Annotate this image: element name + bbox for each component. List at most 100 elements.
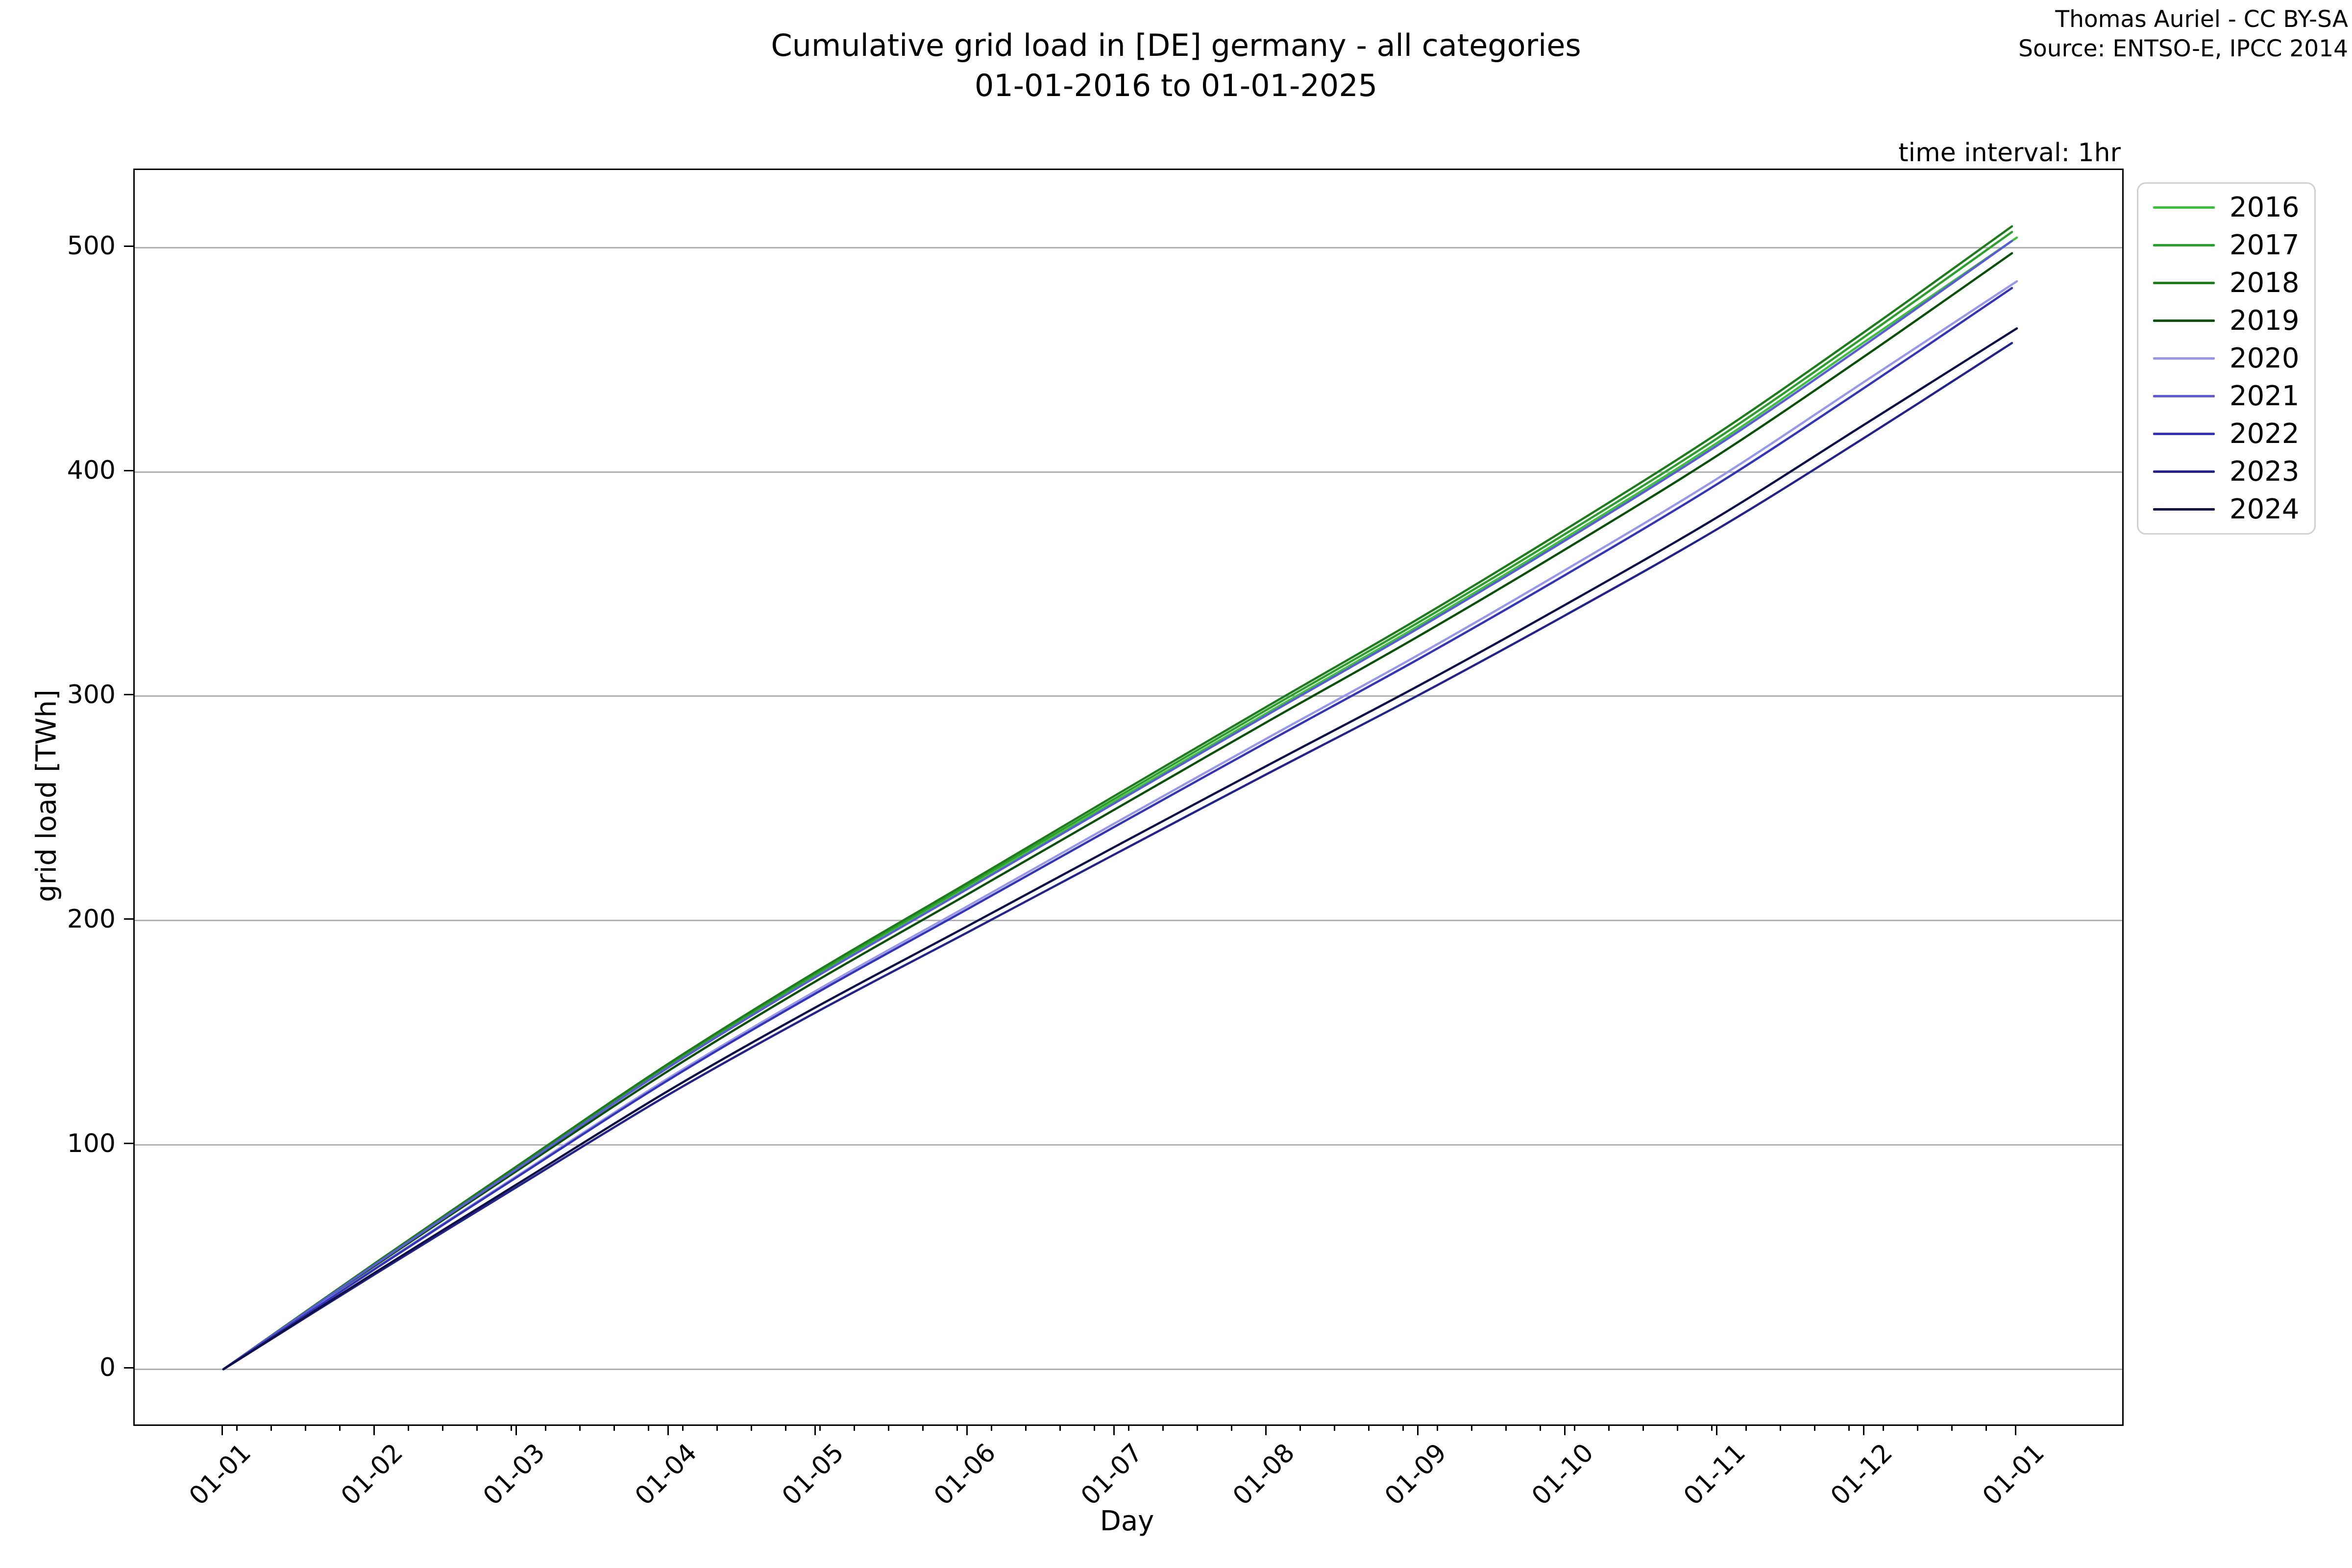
legend-row: 2023 (2153, 453, 2300, 490)
x-tick-minor (1127, 1424, 1129, 1431)
x-tick-label: 01-06 (928, 1438, 1002, 1511)
x-tick-minor (784, 1424, 786, 1431)
legend-row: 2018 (2153, 264, 2300, 302)
x-tick-minor (1368, 1424, 1370, 1431)
x-tick-minor (1539, 1424, 1541, 1431)
x-tick-major (966, 1424, 968, 1435)
legend-row: 2024 (2153, 490, 2300, 528)
x-tick-label: 01-01 (1977, 1438, 2051, 1511)
attribution-source: Source: ENTSO-E, IPCC 2014 (2018, 35, 2348, 62)
series-line-2023 (222, 342, 2013, 1371)
x-tick-minor (1025, 1424, 1027, 1431)
x-tick-minor (1196, 1424, 1198, 1431)
legend-row: 2022 (2153, 415, 2300, 453)
x-tick-minor (1882, 1424, 1884, 1431)
legend-row: 2017 (2153, 226, 2300, 264)
x-tick-minor (1162, 1424, 1164, 1431)
legend-label-2021: 2021 (2230, 380, 2300, 412)
legend-label-2016: 2016 (2230, 191, 2300, 223)
x-tick-minor (373, 1424, 375, 1431)
legend-swatch-2016 (2153, 206, 2215, 209)
x-tick-minor (1676, 1424, 1678, 1431)
x-tick-minor (750, 1424, 752, 1431)
legend-label-2023: 2023 (2230, 455, 2300, 488)
y-tick (124, 1143, 135, 1145)
series-line-2018 (222, 225, 2013, 1371)
x-tick-minor (990, 1424, 992, 1431)
x-tick-minor (819, 1424, 821, 1431)
x-tick-label: 01-03 (477, 1438, 551, 1511)
x-tick-major (1417, 1424, 1419, 1435)
gridline (135, 1368, 2122, 1370)
x-tick-minor (407, 1424, 409, 1431)
x-tick-minor (510, 1424, 512, 1431)
x-tick-minor (1265, 1424, 1267, 1431)
x-tick-minor (1608, 1424, 1610, 1431)
attribution-author: Thomas Auriel - CC BY-SA (2055, 6, 2348, 33)
x-tick-label: 01-05 (776, 1438, 850, 1511)
x-tick-minor (1436, 1424, 1438, 1431)
y-axis-label: grid load [TWh] (30, 689, 63, 902)
legend-label-2022: 2022 (2230, 417, 2300, 450)
x-tick-minor (476, 1424, 478, 1431)
series-line-2024 (222, 327, 2018, 1371)
y-tick-label: 500 (67, 231, 116, 261)
y-tick-label: 300 (67, 680, 116, 710)
x-tick-minor (1470, 1424, 1472, 1431)
legend-swatch-2022 (2153, 433, 2215, 435)
x-tick-major (1113, 1424, 1115, 1435)
x-tick-minor (304, 1424, 306, 1431)
x-tick-minor (682, 1424, 684, 1431)
x-tick-label: 01-07 (1075, 1438, 1149, 1511)
y-tick (124, 1367, 135, 1369)
legend-row: 2020 (2153, 340, 2300, 377)
series-line-2022 (222, 287, 2013, 1371)
x-tick-minor (1573, 1424, 1575, 1431)
gridline (135, 471, 2122, 473)
x-tick-label: 01-10 (1526, 1438, 1600, 1511)
x-tick-minor (1779, 1424, 1781, 1431)
chart-title-line1: Cumulative grid load in [DE] germany - a… (771, 27, 1581, 63)
gridline (135, 695, 2122, 697)
legend-row: 2016 (2153, 189, 2300, 226)
x-tick-minor (1230, 1424, 1232, 1431)
legend-label-2017: 2017 (2230, 229, 2300, 261)
x-tick-label: 01-12 (1825, 1438, 1899, 1511)
x-tick-minor (270, 1424, 272, 1431)
series-line-2020 (222, 280, 2018, 1371)
legend-swatch-2023 (2153, 470, 2215, 473)
x-tick-label: 01-04 (629, 1438, 703, 1511)
x-tick-minor (887, 1424, 889, 1431)
legend-label-2024: 2024 (2230, 493, 2300, 525)
x-axis-label: Day (1100, 1505, 1154, 1537)
x-tick-minor (339, 1424, 341, 1431)
series-line-2019 (222, 252, 2013, 1371)
x-tick-label: 01-11 (1678, 1438, 1752, 1511)
legend-label-2020: 2020 (2230, 342, 2300, 374)
gridline (135, 246, 2122, 248)
x-tick-minor (1916, 1424, 1918, 1431)
x-tick-minor (1299, 1424, 1301, 1431)
legend-swatch-2021 (2153, 395, 2215, 397)
x-tick-minor (1985, 1424, 1987, 1431)
x-tick-minor (647, 1424, 649, 1431)
x-tick-major (814, 1424, 816, 1435)
x-tick-minor (1848, 1424, 1850, 1431)
gridline (135, 1144, 2122, 1146)
legend-label-2018: 2018 (2230, 267, 2300, 299)
x-tick-major (1564, 1424, 1566, 1435)
legend-swatch-2017 (2153, 244, 2215, 246)
legend-swatch-2018 (2153, 282, 2215, 284)
y-tick-label: 400 (67, 456, 116, 486)
x-tick-label: 01-08 (1227, 1438, 1301, 1511)
legend-swatch-2024 (2153, 508, 2215, 511)
x-tick-minor (922, 1424, 924, 1431)
gridline (135, 920, 2122, 922)
attribution: Thomas Auriel - CC BY-SA Source: ENTSO-E… (1368, 5, 2348, 64)
y-tick (124, 694, 135, 696)
x-tick-minor (1402, 1424, 1404, 1431)
x-tick-major (515, 1424, 517, 1435)
x-tick-minor (1333, 1424, 1335, 1431)
x-tick-minor (853, 1424, 855, 1431)
legend-row: 2021 (2153, 377, 2300, 415)
